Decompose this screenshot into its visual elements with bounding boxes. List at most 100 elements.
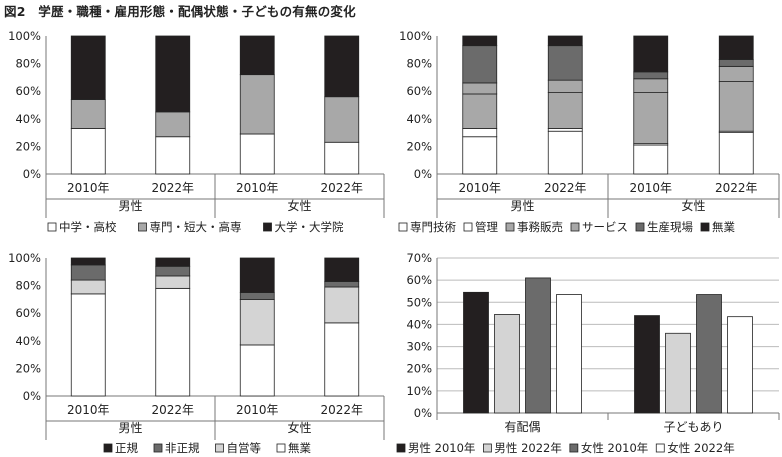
x-tick-label: 2022年 xyxy=(151,181,194,195)
y-tick-label: 0% xyxy=(23,167,41,181)
y-tick-label: 30% xyxy=(406,340,432,354)
bar-segment xyxy=(462,136,498,175)
legend-label: 非正規 xyxy=(165,441,200,455)
x-tick-label: 2022年 xyxy=(151,403,194,417)
legend-swatch xyxy=(700,222,710,232)
bar-segment xyxy=(155,265,191,277)
legend-label: 自営等 xyxy=(227,441,262,455)
bar-segment xyxy=(155,275,191,289)
y-tick-label: 60% xyxy=(15,84,41,98)
x-tick-label: 2010年 xyxy=(629,181,672,195)
legend-swatch xyxy=(263,222,272,232)
bar-segment xyxy=(324,286,360,324)
y-tick-label: 40% xyxy=(406,317,432,331)
bar-segment xyxy=(633,144,669,175)
bar-segment xyxy=(239,133,275,175)
bar-segment xyxy=(324,141,360,175)
bar-segment xyxy=(547,79,583,93)
x-tick-label: 2022年 xyxy=(544,181,587,195)
legend-label: 正規 xyxy=(115,441,138,455)
x-tick-label: 有配偶 xyxy=(504,420,540,434)
legend-swatch xyxy=(570,222,580,232)
figure-title: 図2 学歴・職種・雇用形態・配偶状態・子どもの有無の変化 xyxy=(4,4,356,19)
legend-label: 中学・高校 xyxy=(59,220,117,234)
legend-swatch xyxy=(138,222,147,232)
bar-segment xyxy=(633,71,669,80)
legend-swatch xyxy=(47,222,57,232)
y-tick-label: 20% xyxy=(15,361,41,375)
legend-label: 大学・大学院 xyxy=(275,220,344,234)
bar-segment xyxy=(547,35,583,47)
y-tick-label: 40% xyxy=(15,334,41,348)
bar-segment xyxy=(324,96,360,143)
bar-segment xyxy=(239,74,275,135)
legend-swatch xyxy=(396,443,406,453)
y-tick-label: 10% xyxy=(406,384,432,398)
bar-segment xyxy=(155,257,191,267)
bar-segment xyxy=(462,93,498,129)
legend-swatch xyxy=(153,443,163,453)
bar-segment xyxy=(547,92,583,129)
bar xyxy=(556,294,582,414)
bar-segment xyxy=(462,128,498,138)
bar-segment xyxy=(239,35,275,76)
legend-swatch xyxy=(398,222,408,232)
group-label: 女性 xyxy=(287,420,311,435)
bar-segment xyxy=(633,78,669,93)
legend-label: 男性 2010年 xyxy=(408,441,475,455)
y-tick-label: 0% xyxy=(23,389,41,403)
bar-segment xyxy=(70,293,106,397)
legend-label: 無業 xyxy=(712,220,735,234)
x-tick-label: 2010年 xyxy=(67,181,110,195)
bar-segment xyxy=(718,81,754,132)
bar-segment xyxy=(718,59,754,67)
group-label: 女性 xyxy=(681,198,705,213)
bar-segment xyxy=(70,279,106,295)
bar-segment xyxy=(718,132,754,175)
bar xyxy=(494,314,520,414)
group-label: 男性 xyxy=(118,421,142,435)
bar-segment xyxy=(324,281,360,288)
bar-segment xyxy=(718,35,754,60)
y-tick-label: 20% xyxy=(406,139,432,153)
y-tick-label: 40% xyxy=(406,112,432,126)
legend-swatch xyxy=(215,443,224,453)
bar-segment xyxy=(239,257,275,293)
y-tick-label: 80% xyxy=(406,57,432,71)
y-tick-label: 80% xyxy=(15,57,41,71)
group-label: 女性 xyxy=(287,198,311,213)
bar-segment xyxy=(633,92,669,145)
y-tick-label: 100% xyxy=(399,29,432,43)
y-tick-label: 40% xyxy=(15,112,41,126)
bar-segment xyxy=(70,264,106,281)
y-tick-label: 50% xyxy=(406,295,432,309)
legend-label: サービス xyxy=(582,220,628,234)
legend-label: 女性 2010年 xyxy=(581,441,648,455)
x-tick-label: 2010年 xyxy=(458,181,501,195)
bar xyxy=(525,277,551,414)
bar-segment xyxy=(718,65,754,82)
legend-swatch xyxy=(505,222,515,232)
bar-segment xyxy=(70,35,106,100)
legend-label: 事務販売 xyxy=(517,220,563,234)
bar xyxy=(665,332,691,414)
bar-segment xyxy=(324,322,360,397)
x-tick-label: 2022年 xyxy=(715,181,758,195)
bar-segment xyxy=(155,287,191,397)
legend-label: 生産現場 xyxy=(647,220,693,234)
legend-swatch xyxy=(463,222,473,232)
bar-segment xyxy=(70,128,106,175)
bar-segment xyxy=(633,35,669,73)
bar-segment xyxy=(547,45,583,81)
bar-segment xyxy=(547,130,583,175)
y-tick-label: 0% xyxy=(414,406,432,420)
bar-segment xyxy=(462,82,498,95)
y-tick-label: 80% xyxy=(15,279,41,293)
legend-label: 男性 2022年 xyxy=(494,441,561,455)
bar xyxy=(463,291,489,414)
bar-segment xyxy=(462,45,498,84)
bar-segment xyxy=(239,292,275,300)
y-tick-label: 60% xyxy=(406,273,432,287)
